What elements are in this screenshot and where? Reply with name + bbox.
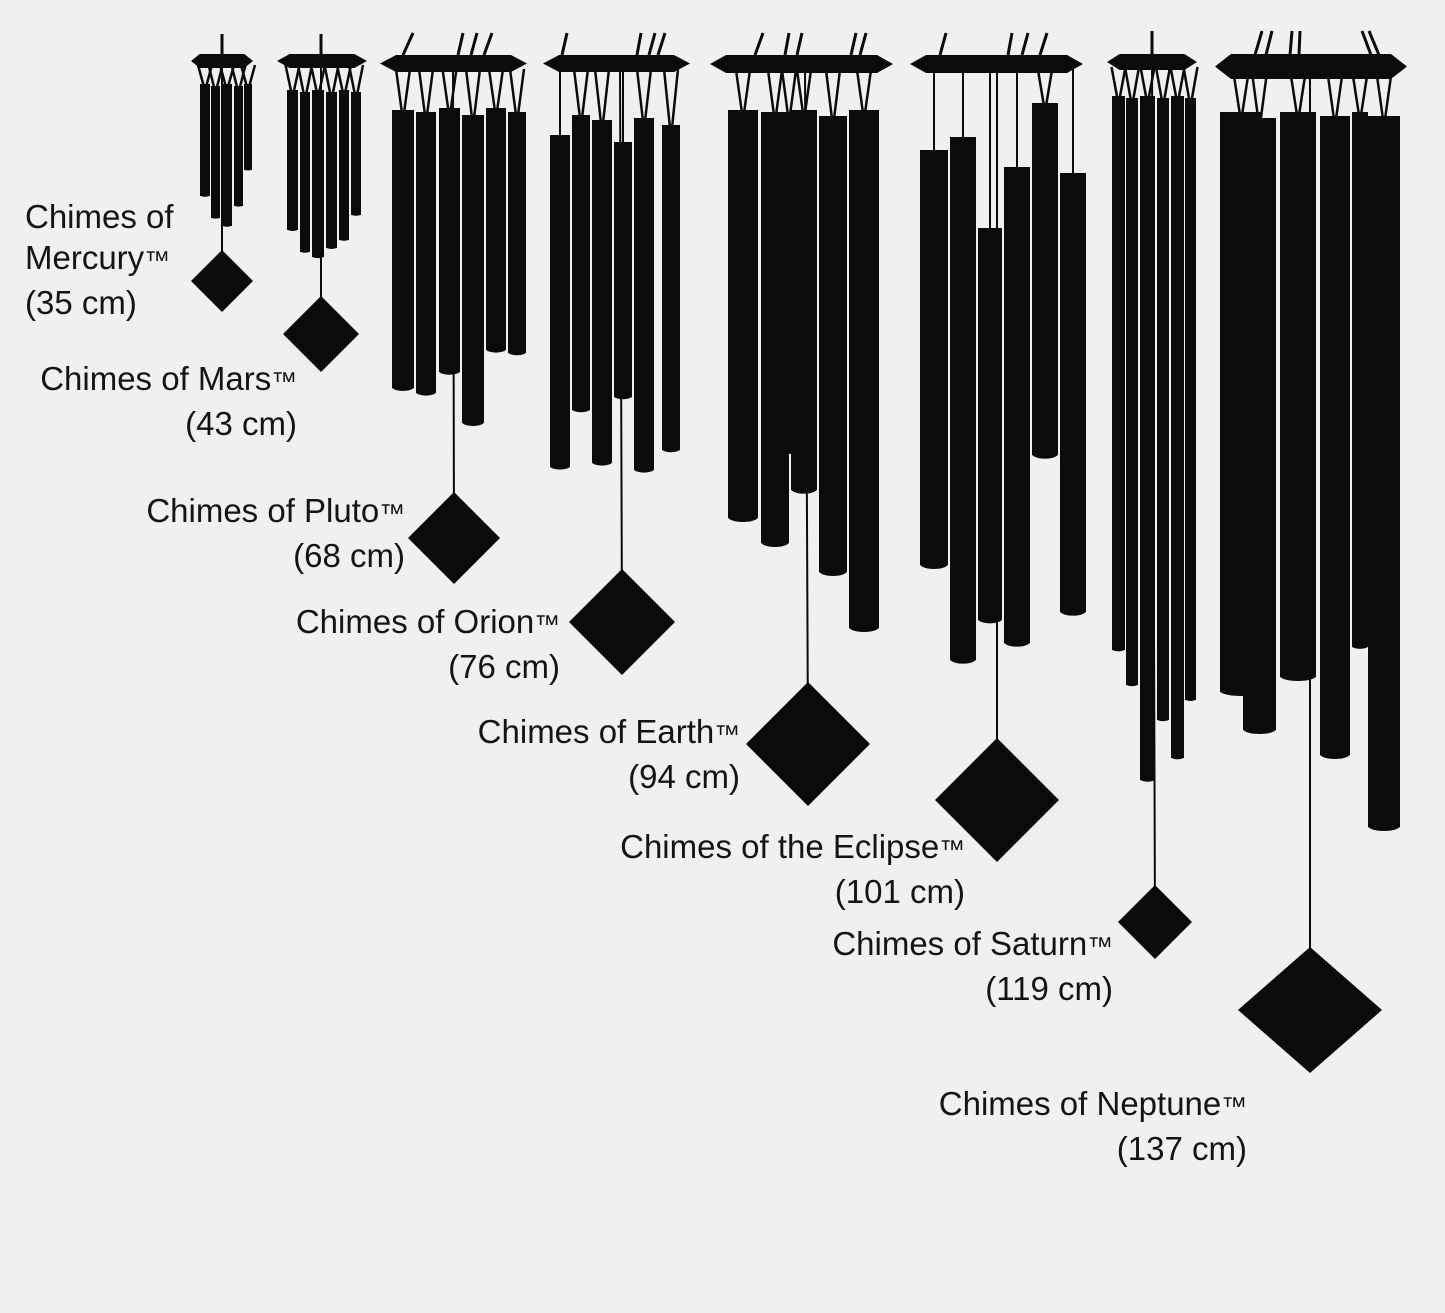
label-chimes-of-neptune: Chimes of Neptune™ (137 cm) (939, 1083, 1247, 1169)
chime-name: Chimes of Pluto™ (146, 492, 405, 529)
trademark-symbol: ™ (714, 721, 740, 749)
chime-pluto (380, 32, 527, 584)
label-chimes-of-earth: Chimes of Earth™ (94 cm) (478, 711, 740, 797)
chime-earth (710, 32, 893, 806)
chime-size: (94 cm) (628, 758, 740, 795)
trademark-symbol: ™ (1087, 933, 1113, 961)
label-chimes-of-mercury: Chimes of Mercury™ (35 cm) (25, 196, 210, 323)
chime-saturn (1107, 31, 1199, 959)
label-chimes-of-saturn: Chimes of Saturn™ (119 cm) (832, 923, 1113, 1009)
chime-name: Chimes of Mercury™ (25, 198, 174, 276)
chime-neptune (1215, 30, 1407, 1073)
chime-size: (101 cm) (834, 873, 965, 910)
chime-name: Chimes of Earth™ (477, 713, 740, 750)
chime-name: Chimes of Mars™ (40, 360, 297, 397)
trademark-symbol: ™ (271, 368, 297, 396)
chime-size: (137 cm) (1116, 1130, 1247, 1167)
chime-mercury (191, 34, 257, 312)
label-chimes-of-the-eclipse: Chimes of the Eclipse™ (101 cm) (620, 826, 965, 912)
chime-name: Chimes of the Eclipse™ (620, 828, 965, 865)
chime-size: (76 cm) (448, 648, 560, 685)
chime-name: Chimes of Saturn™ (832, 925, 1113, 962)
trademark-symbol: ™ (144, 247, 170, 275)
chime-mars (277, 34, 367, 372)
trademark-symbol: ™ (534, 611, 560, 639)
label-chimes-of-mars: Chimes of Mars™ (43 cm) (40, 358, 297, 444)
chime-name: Chimes of Neptune™ (938, 1085, 1247, 1122)
label-chimes-of-pluto: Chimes of Pluto™ (68 cm) (146, 490, 405, 576)
chime-size: (68 cm) (293, 537, 405, 574)
trademark-symbol: ™ (1221, 1093, 1247, 1121)
chime-size: (35 cm) (25, 284, 137, 321)
chime-eclipse (910, 32, 1086, 862)
label-chimes-of-orion: Chimes of Orion™ (76 cm) (296, 601, 560, 687)
trademark-symbol: ™ (939, 836, 965, 864)
chime-name: Chimes of Orion™ (295, 603, 560, 640)
chime-size: (119 cm) (985, 970, 1113, 1007)
chime-size: (43 cm) (185, 405, 297, 442)
chime-orion (543, 32, 690, 675)
trademark-symbol: ™ (379, 500, 405, 528)
